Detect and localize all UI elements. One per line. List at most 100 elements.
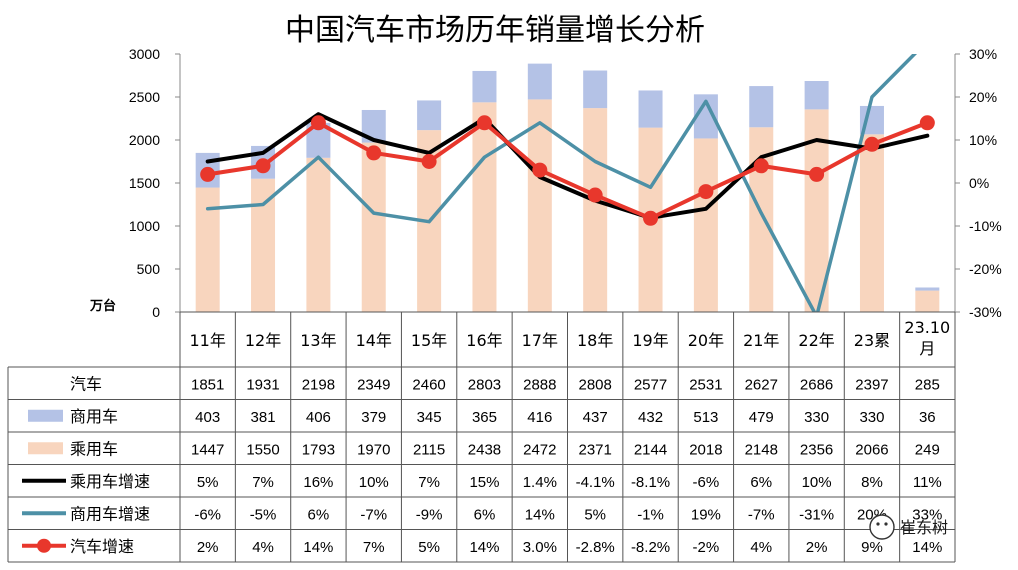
watermark: 崔东树 — [869, 514, 948, 540]
table-cell: 2349 — [357, 376, 390, 393]
bar-commercial — [583, 70, 608, 109]
table-cell: -6% — [693, 474, 720, 491]
bar-passenger — [859, 134, 884, 312]
bar-passenger — [693, 138, 718, 312]
series-point — [698, 184, 714, 200]
lines-layer — [200, 54, 935, 312]
table-cell: 9% — [861, 539, 883, 556]
series-point — [532, 162, 548, 178]
y-unit-label: 万台 — [89, 298, 116, 314]
table-cell: 6% — [474, 506, 496, 523]
y2-tick-label: -20% — [969, 261, 1002, 277]
y-tick-label: 0 — [152, 304, 160, 320]
series-point — [366, 145, 382, 161]
legend-swatch — [28, 442, 63, 455]
series-point — [310, 115, 326, 131]
bar-commercial — [804, 81, 829, 110]
table-cell: 2438 — [468, 441, 501, 458]
table-cell: 2148 — [745, 441, 778, 458]
table-cell: 2356 — [800, 441, 833, 458]
table-cell: 7% — [418, 474, 440, 491]
table-cell: 2808 — [578, 376, 611, 393]
table-cell: 5% — [197, 474, 219, 491]
y2-tick-label: 10% — [969, 132, 997, 148]
bar-passenger — [527, 99, 552, 313]
y-tick-label: 1500 — [129, 175, 160, 191]
y2-tick-label: 0% — [969, 175, 989, 191]
table-row-label: 商用车增速 — [70, 504, 150, 523]
table-cell: 7% — [363, 539, 385, 556]
table-cell: 479 — [749, 409, 774, 426]
legend-swatch — [28, 409, 63, 422]
series-point — [919, 115, 935, 131]
bar-commercial — [915, 287, 940, 291]
table-cell: 33% — [912, 506, 942, 523]
table-cell: 416 — [527, 409, 552, 426]
table-cell: 11% — [913, 474, 942, 491]
bar-passenger — [195, 187, 220, 312]
table-cell: 1970 — [357, 441, 390, 458]
table-cell: 2018 — [689, 441, 722, 458]
watermark-text: 崔东树 — [900, 518, 948, 537]
table-cell: 2472 — [523, 441, 556, 458]
y-tick-label: 3000 — [129, 46, 160, 62]
x-category-label: 15年 — [411, 331, 447, 350]
x-category-label: 21年 — [743, 331, 779, 350]
bar-commercial — [417, 100, 442, 131]
x-category-label: 12年 — [245, 331, 281, 350]
x-category-label: 13年 — [300, 331, 336, 350]
bar-passenger — [251, 178, 276, 312]
table-cell: -6% — [194, 506, 221, 523]
table-cell: 1793 — [302, 441, 335, 458]
series-line — [205, 120, 930, 221]
table-cell: 14% — [303, 539, 333, 556]
table-cell: 2198 — [302, 376, 335, 393]
x-category-label: 23累 — [854, 331, 890, 350]
table-cell: 2% — [197, 539, 219, 556]
table-cell: 437 — [583, 409, 608, 426]
bar-passenger — [583, 108, 608, 313]
bar-passenger — [915, 290, 940, 312]
table-cell: 5% — [584, 506, 606, 523]
wechat-logo-icon — [869, 514, 895, 540]
bar-passenger — [472, 102, 497, 312]
bar-commercial — [527, 63, 552, 100]
table-cell: 1931 — [246, 376, 279, 393]
table-cell: 10% — [359, 474, 389, 491]
series-point — [643, 210, 659, 226]
x-category-label: 18年 — [577, 331, 613, 350]
table-cell: 2% — [806, 539, 828, 556]
table-cell: -1% — [637, 506, 664, 523]
bar-commercial — [472, 70, 497, 103]
table-cell: 6% — [750, 474, 772, 491]
table-cell: -4.1% — [576, 474, 615, 491]
table-cell: 14% — [525, 506, 555, 523]
series-point — [476, 115, 492, 131]
table-cell: 2686 — [800, 376, 833, 393]
table-cell: 2460 — [412, 376, 445, 393]
y-tick-label: 2000 — [129, 132, 160, 148]
table-cell: 330 — [804, 409, 829, 426]
x-category-label: 20年 — [688, 331, 724, 350]
data-table: 11年 12年 13年 14年 15年 16年 17年 18年 19年 20年 21年 22年 23累 2… — [7, 311, 956, 563]
y2-tick-label: 30% — [969, 46, 997, 62]
series-point — [753, 158, 769, 174]
table-cell: 1851 — [191, 376, 224, 393]
table-cell: 15% — [469, 474, 499, 491]
table-cell: 403 — [195, 409, 220, 426]
wechat-logo-eye-icon — [876, 522, 880, 526]
table-cell: 3.0% — [523, 539, 557, 556]
table-cell: 14% — [912, 539, 942, 556]
table-cell: -8.1% — [631, 474, 670, 491]
chart-title: 中国汽车市场历年销量增长分析 — [285, 13, 705, 48]
bar-commercial — [749, 86, 774, 128]
table-cell: 330 — [859, 409, 884, 426]
table-cell: -9% — [416, 506, 443, 523]
axes-layer: 0 500 1000 1500 2000 2500 3000 -30% -20% -10% 0% 10… — [129, 46, 1002, 320]
series-point — [587, 187, 603, 203]
table-cell: -7% — [360, 506, 387, 523]
x-category-label: 14年 — [356, 331, 392, 350]
bar-commercial — [638, 90, 663, 128]
y2-tick-label: 20% — [969, 89, 997, 105]
